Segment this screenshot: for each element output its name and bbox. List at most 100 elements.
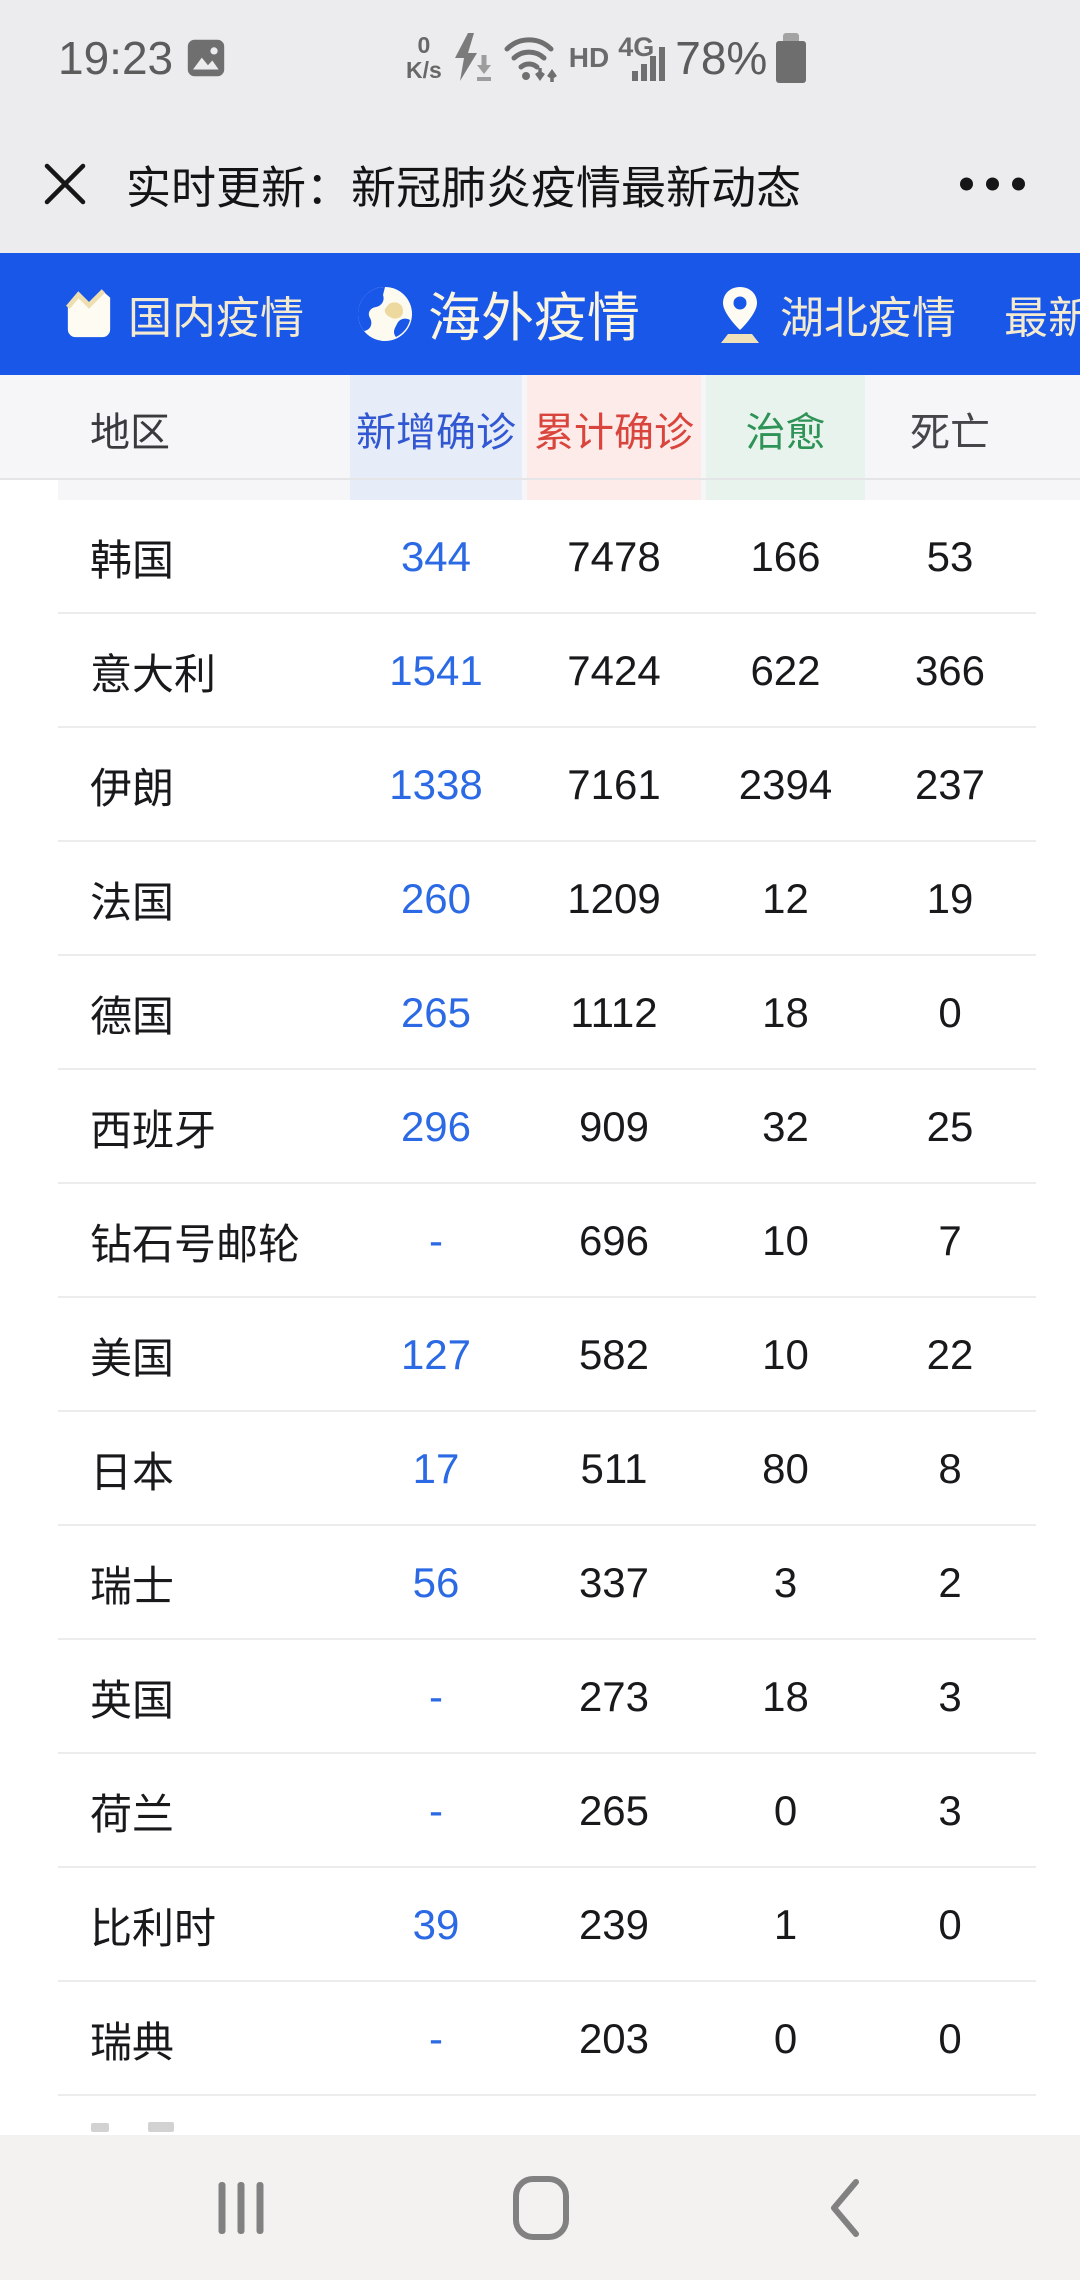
row-cured: 0 <box>773 1787 798 1834</box>
row-region: 钻石号邮轮 <box>90 1220 301 1268</box>
row-deaths: 366 <box>914 647 986 694</box>
table-row[interactable]: 瑞典 - 203 0 0 <box>0 1982 1080 2096</box>
row-cured: 1 <box>773 1901 798 1948</box>
row-cured: 32 <box>762 1103 809 1150</box>
row-deaths: 0 <box>938 989 962 1036</box>
back-icon[interactable] <box>826 2177 862 2239</box>
row-region: 瑞典 <box>90 2018 175 2066</box>
table-row[interactable]: 英国 - 273 18 3 <box>0 1640 1080 1754</box>
row-region: 美国 <box>90 1334 175 1382</box>
row-new-confirmed[interactable]: - <box>429 1673 443 1720</box>
close-icon[interactable] <box>40 159 90 209</box>
row-cured: 10 <box>762 1217 809 1264</box>
table-row[interactable]: 美国 127 582 10 22 <box>0 1298 1080 1412</box>
row-region: 伊朗 <box>90 764 175 812</box>
nav-item-1[interactable]: 海外疫情 <box>356 253 640 375</box>
battery-icon <box>776 32 807 83</box>
row-new-confirmed[interactable]: - <box>429 2015 443 2062</box>
status-bar: 19:23 0 K/s <box>0 0 1080 115</box>
table-header: 地区 新增确诊 累计确诊 治愈 死亡 <box>0 375 1080 500</box>
battery-percent: 78% <box>675 31 768 84</box>
map-pin-icon <box>714 284 766 344</box>
row-total-confirmed: 239 <box>578 1901 650 1948</box>
row-new-confirmed[interactable]: 1541 <box>389 647 483 694</box>
row-total-confirmed: 7424 <box>567 647 661 694</box>
header-divider <box>0 478 1080 480</box>
row-total-confirmed: 1209 <box>567 875 661 922</box>
status-icon-cluster: 0 K/s <box>406 0 807 115</box>
nav-item-2[interactable]: 湖北疫情 <box>714 253 956 375</box>
trend-chart-icon <box>64 287 114 341</box>
row-deaths: 53 <box>926 533 974 580</box>
row-deaths: 7 <box>938 1217 962 1264</box>
row-new-confirmed[interactable]: 39 <box>412 1901 460 1948</box>
row-new-confirmed[interactable]: 1338 <box>389 761 483 808</box>
row-total-confirmed: 909 <box>578 1103 650 1150</box>
hd-label: HD <box>568 41 610 73</box>
row-new-confirmed[interactable]: 265 <box>400 989 472 1036</box>
row-cured: 0 <box>773 2015 798 2062</box>
table-row[interactable]: 比利时 39 239 1 0 <box>0 1868 1080 1982</box>
table-row[interactable]: 韩国 344 7478 166 53 <box>0 500 1080 614</box>
row-total-confirmed: 203 <box>578 2015 650 2062</box>
table-row[interactable]: 西班牙 296 909 32 25 <box>0 1070 1080 1184</box>
row-new-confirmed[interactable]: 260 <box>400 875 472 922</box>
table-row[interactable]: 日本 17 511 80 8 <box>0 1412 1080 1526</box>
row-deaths: 22 <box>926 1331 974 1378</box>
gallery-icon <box>183 35 229 81</box>
wifi-icon <box>502 31 560 85</box>
home-icon[interactable] <box>513 2175 569 2240</box>
row-deaths: 2 <box>938 1559 962 1606</box>
header-corner <box>0 480 58 500</box>
recents-icon[interactable] <box>218 2181 264 2234</box>
row-cured: 18 <box>762 1673 809 1720</box>
page-title: 实时更新：新冠肺炎疫情最新动态 <box>126 162 802 214</box>
row-new-confirmed[interactable]: - <box>429 1787 443 1834</box>
table-row[interactable]: 德国 265 1112 18 0 <box>0 956 1080 1070</box>
column-header-region: 地区 <box>90 410 170 455</box>
row-region: 英国 <box>90 1676 175 1724</box>
network-speed: 0 K/s <box>406 32 442 83</box>
title-bar: 实时更新：新冠肺炎疫情最新动态 <box>0 115 1080 253</box>
row-region: 荷兰 <box>90 1790 175 1838</box>
row-total-confirmed: 1112 <box>570 989 658 1036</box>
nav-item-label: 海外疫情 <box>428 289 640 348</box>
row-new-confirmed[interactable]: 127 <box>400 1331 472 1378</box>
row-total-confirmed: 511 <box>580 1445 648 1492</box>
row-cured: 622 <box>750 647 821 694</box>
row-cured: 80 <box>762 1445 809 1492</box>
row-new-confirmed[interactable]: 17 <box>412 1445 460 1492</box>
table-row[interactable]: 伊朗 1338 7161 2394 237 <box>0 728 1080 842</box>
row-region: 瑞士 <box>90 1562 175 1610</box>
table-row[interactable]: 法国 260 1209 12 19 <box>0 842 1080 956</box>
table-row[interactable]: 瑞士 56 337 3 2 <box>0 1526 1080 1640</box>
nav-bar: 国内疫情 海外疫情 湖北疫情 <box>0 253 1080 375</box>
column-header-new-confirmed: 新增确诊 <box>350 375 522 500</box>
nav-item-label: 国内疫情 <box>128 294 304 343</box>
row-new-confirmed[interactable]: - <box>429 1217 443 1264</box>
nav-item-3[interactable]: 最新 <box>1004 253 1080 375</box>
row-total-confirmed: 273 <box>578 1673 650 1720</box>
more-menu-icon[interactable] <box>960 177 1025 191</box>
table-row[interactable]: 荷兰 - 265 0 3 <box>0 1754 1080 1868</box>
signal-strength-icon: 4G <box>618 32 666 81</box>
row-new-confirmed[interactable]: 56 <box>412 1559 460 1606</box>
row-total-confirmed: 337 <box>578 1559 650 1606</box>
system-nav-bar <box>0 2135 1080 2280</box>
nav-item-label: 湖北疫情 <box>780 294 956 343</box>
row-total-confirmed: 696 <box>578 1217 650 1264</box>
top-bar: 19:23 0 K/s <box>0 0 1080 253</box>
row-total-confirmed: 7161 <box>567 761 661 808</box>
row-cured: 12 <box>762 875 809 922</box>
row-cured: 2394 <box>738 761 833 808</box>
row-region: 意大利 <box>90 650 217 698</box>
row-cured: 3 <box>773 1559 798 1606</box>
row-new-confirmed[interactable]: 344 <box>400 533 472 580</box>
nav-item-0[interactable]: 国内疫情 <box>64 253 304 375</box>
row-total-confirmed: 265 <box>578 1787 650 1834</box>
table-row[interactable]: 意大利 1541 7424 622 366 <box>0 614 1080 728</box>
table-row[interactable]: 钻石号邮轮 - 696 10 7 <box>0 1184 1080 1298</box>
row-new-confirmed[interactable]: 296 <box>400 1103 472 1150</box>
row-region: 法国 <box>90 878 175 926</box>
